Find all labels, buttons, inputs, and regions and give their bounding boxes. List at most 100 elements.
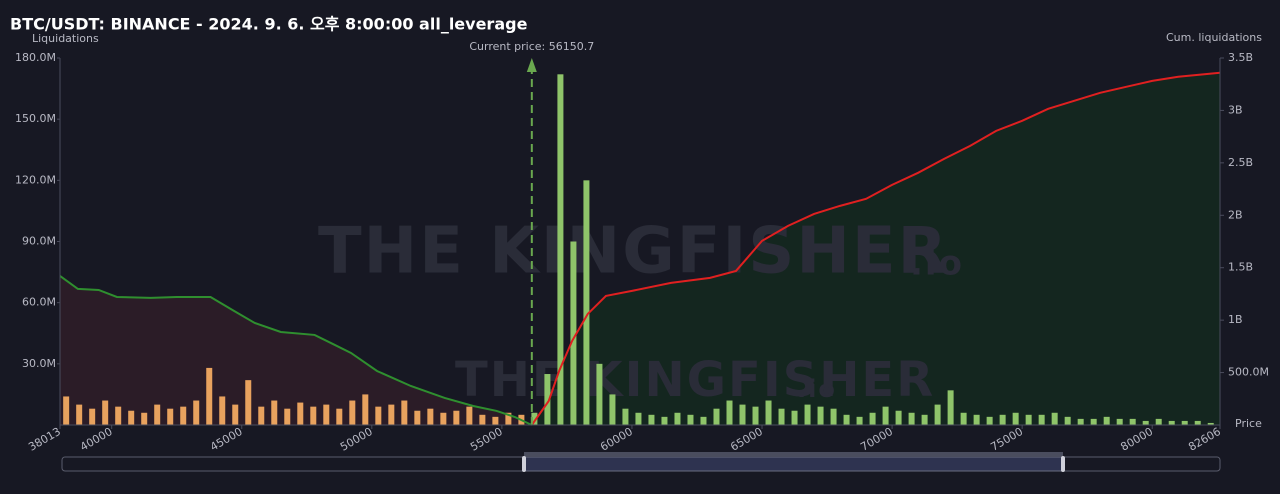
bar	[219, 396, 226, 425]
y-tick-label: 180.0M	[15, 51, 56, 64]
watermark-suffix-2: .io	[797, 375, 837, 403]
slider-handle-right[interactable]	[1061, 456, 1065, 472]
bar	[609, 394, 616, 425]
bar	[440, 412, 447, 425]
bar	[505, 412, 512, 425]
y2-tick-label: 1.5B	[1228, 261, 1253, 274]
bar	[947, 390, 954, 425]
cumulative-line	[59, 275, 533, 426]
bar	[167, 408, 174, 425]
bar	[1116, 418, 1123, 425]
watermark: THE KINGFISHER .io THE KINGFISHER .io	[318, 215, 964, 408]
bar	[570, 241, 577, 425]
cumulative-line	[530, 71, 1221, 426]
bar	[1038, 414, 1045, 425]
bar	[1090, 418, 1097, 425]
y2-tick-label: 1B	[1228, 313, 1243, 326]
bar	[830, 408, 837, 425]
bar	[596, 363, 603, 425]
bar	[245, 380, 252, 425]
bar	[817, 406, 824, 425]
bar	[674, 412, 681, 425]
bar	[661, 416, 668, 425]
y2-tick-label: 3.5B	[1228, 51, 1253, 64]
bar	[583, 180, 590, 425]
bar	[934, 404, 941, 425]
watermark-text-2: THE KINGFISHER	[455, 352, 935, 408]
bar	[154, 404, 161, 425]
y-tick-label: 150.0M	[15, 112, 56, 125]
bar	[492, 416, 499, 425]
y2-axis-label: Cum. liquidations	[1166, 31, 1262, 44]
bar	[466, 406, 473, 425]
y2-tick-label: 2.5B	[1228, 156, 1253, 169]
bar	[349, 400, 356, 425]
bar	[1142, 420, 1149, 425]
y2-tick-label: 500.0M	[1228, 366, 1269, 379]
slider-window[interactable]	[523, 456, 1064, 472]
bar	[1207, 422, 1214, 425]
chart-title: BTC/USDT: BINANCE - 2024. 9. 6. 오후 8:00:…	[10, 15, 528, 34]
bar	[622, 408, 629, 425]
bar	[102, 400, 109, 425]
current-price-label: Current price: 56150.7	[469, 40, 594, 53]
bar	[427, 408, 434, 425]
bar	[388, 404, 395, 425]
bar	[973, 414, 980, 425]
bar	[479, 414, 486, 425]
bar	[336, 408, 343, 425]
bar	[856, 416, 863, 425]
cumulative-area	[531, 72, 1220, 426]
bar	[531, 412, 538, 425]
bar	[453, 410, 460, 425]
slider-drag-bar[interactable]	[524, 452, 1063, 457]
bar	[401, 400, 408, 425]
bar	[115, 406, 122, 425]
bar	[791, 410, 798, 425]
bar	[635, 412, 642, 425]
y2-tick-label: 3B	[1228, 103, 1243, 116]
bar	[1168, 420, 1175, 425]
y-axis-label: Liquidations	[32, 32, 99, 45]
watermark-suffix: .io	[910, 244, 964, 284]
slider-handle-left[interactable]	[522, 456, 526, 472]
bar	[1103, 416, 1110, 425]
y2-tick-label: 2B	[1228, 208, 1243, 221]
zoom-slider[interactable]	[61, 452, 1221, 472]
bar	[960, 412, 967, 425]
bar	[544, 374, 551, 425]
bar	[999, 414, 1006, 425]
bar	[63, 396, 70, 425]
bar	[843, 414, 850, 425]
bar	[1181, 420, 1188, 425]
bar	[375, 406, 382, 425]
x-axis-label: Price	[1235, 417, 1262, 430]
bar	[726, 400, 733, 425]
bar	[1129, 418, 1136, 425]
y-tick-label: 60.0M	[22, 296, 56, 309]
bar	[869, 412, 876, 425]
bar	[141, 412, 148, 425]
bar	[193, 400, 200, 425]
y-tick-label: 90.0M	[22, 235, 56, 248]
y-tick-label: 30.0M	[22, 357, 56, 370]
bar	[271, 400, 278, 425]
bar	[895, 410, 902, 425]
bar	[1194, 420, 1201, 425]
bar	[778, 408, 785, 425]
bar	[89, 408, 96, 425]
bar	[804, 404, 811, 425]
bar	[1051, 412, 1058, 425]
bar	[297, 402, 304, 425]
watermark-text: THE KINGFISHER	[318, 215, 949, 289]
bar	[908, 412, 915, 425]
bar	[1155, 418, 1162, 425]
bar	[258, 406, 265, 425]
y-tick-label: 120.0M	[15, 173, 56, 186]
bar	[752, 406, 759, 425]
bar	[648, 414, 655, 425]
bar	[206, 367, 213, 425]
bar	[1077, 418, 1084, 425]
